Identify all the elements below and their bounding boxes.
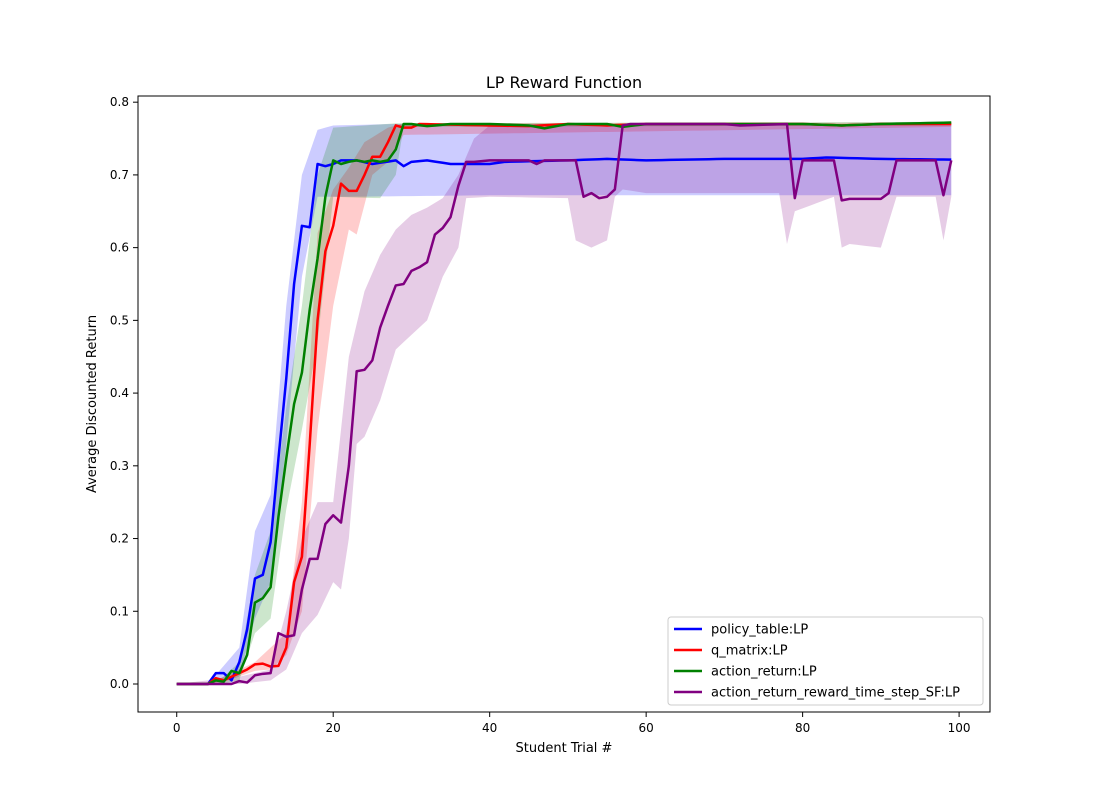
plot-area-frame bbox=[137, 95, 991, 713]
legend-label-0: policy_table:LP bbox=[711, 623, 808, 638]
band-series-0 bbox=[176, 124, 952, 684]
band-series-3 bbox=[176, 124, 952, 684]
line-series-3 bbox=[176, 122, 953, 686]
chart-title: LP Reward Function bbox=[486, 73, 642, 92]
x-tick-label: 20 bbox=[326, 721, 341, 735]
y-tick-label: 0.4 bbox=[110, 386, 129, 400]
y-tick-label: 0.3 bbox=[110, 459, 129, 473]
y-axis-ticks: 0.0 0.1 0.2 0.3 0.4 0.5 0.6 0.7 0.8 bbox=[110, 95, 138, 691]
legend: policy_table:LP q_matrix:LP action_return:… bbox=[667, 616, 984, 706]
y-tick-label: 0.5 bbox=[110, 313, 129, 327]
y-tick-label: 0.2 bbox=[110, 532, 129, 546]
x-tick-label: 60 bbox=[639, 721, 654, 735]
series-lines bbox=[176, 121, 953, 686]
x-tick-label: 100 bbox=[948, 721, 971, 735]
confidence-bands bbox=[176, 121, 952, 685]
x-tick-label: 0 bbox=[173, 721, 181, 735]
y-tick-label: 0.1 bbox=[110, 604, 129, 618]
legend-label-1: q_matrix:LP bbox=[711, 644, 788, 659]
legend-label-3: action_return_reward_time_step_SF:LP bbox=[711, 686, 960, 701]
y-tick-label: 0.6 bbox=[110, 241, 129, 255]
line-series-2 bbox=[176, 121, 952, 686]
legend-label-2: action_return:LP bbox=[711, 665, 817, 680]
legend-box bbox=[667, 616, 984, 706]
y-tick-label: 0.0 bbox=[110, 677, 129, 691]
x-axis-label: Student Trial # bbox=[516, 741, 613, 756]
x-tick-label: 40 bbox=[482, 721, 497, 735]
x-axis-ticks: 0 20 40 60 80 100 bbox=[173, 712, 971, 735]
band-series-2 bbox=[176, 121, 952, 684]
y-axis-label: Average Discounted Return bbox=[85, 315, 100, 493]
y-tick-label: 0.7 bbox=[110, 168, 129, 182]
x-tick-label: 80 bbox=[795, 721, 810, 735]
y-tick-label: 0.8 bbox=[110, 95, 129, 109]
